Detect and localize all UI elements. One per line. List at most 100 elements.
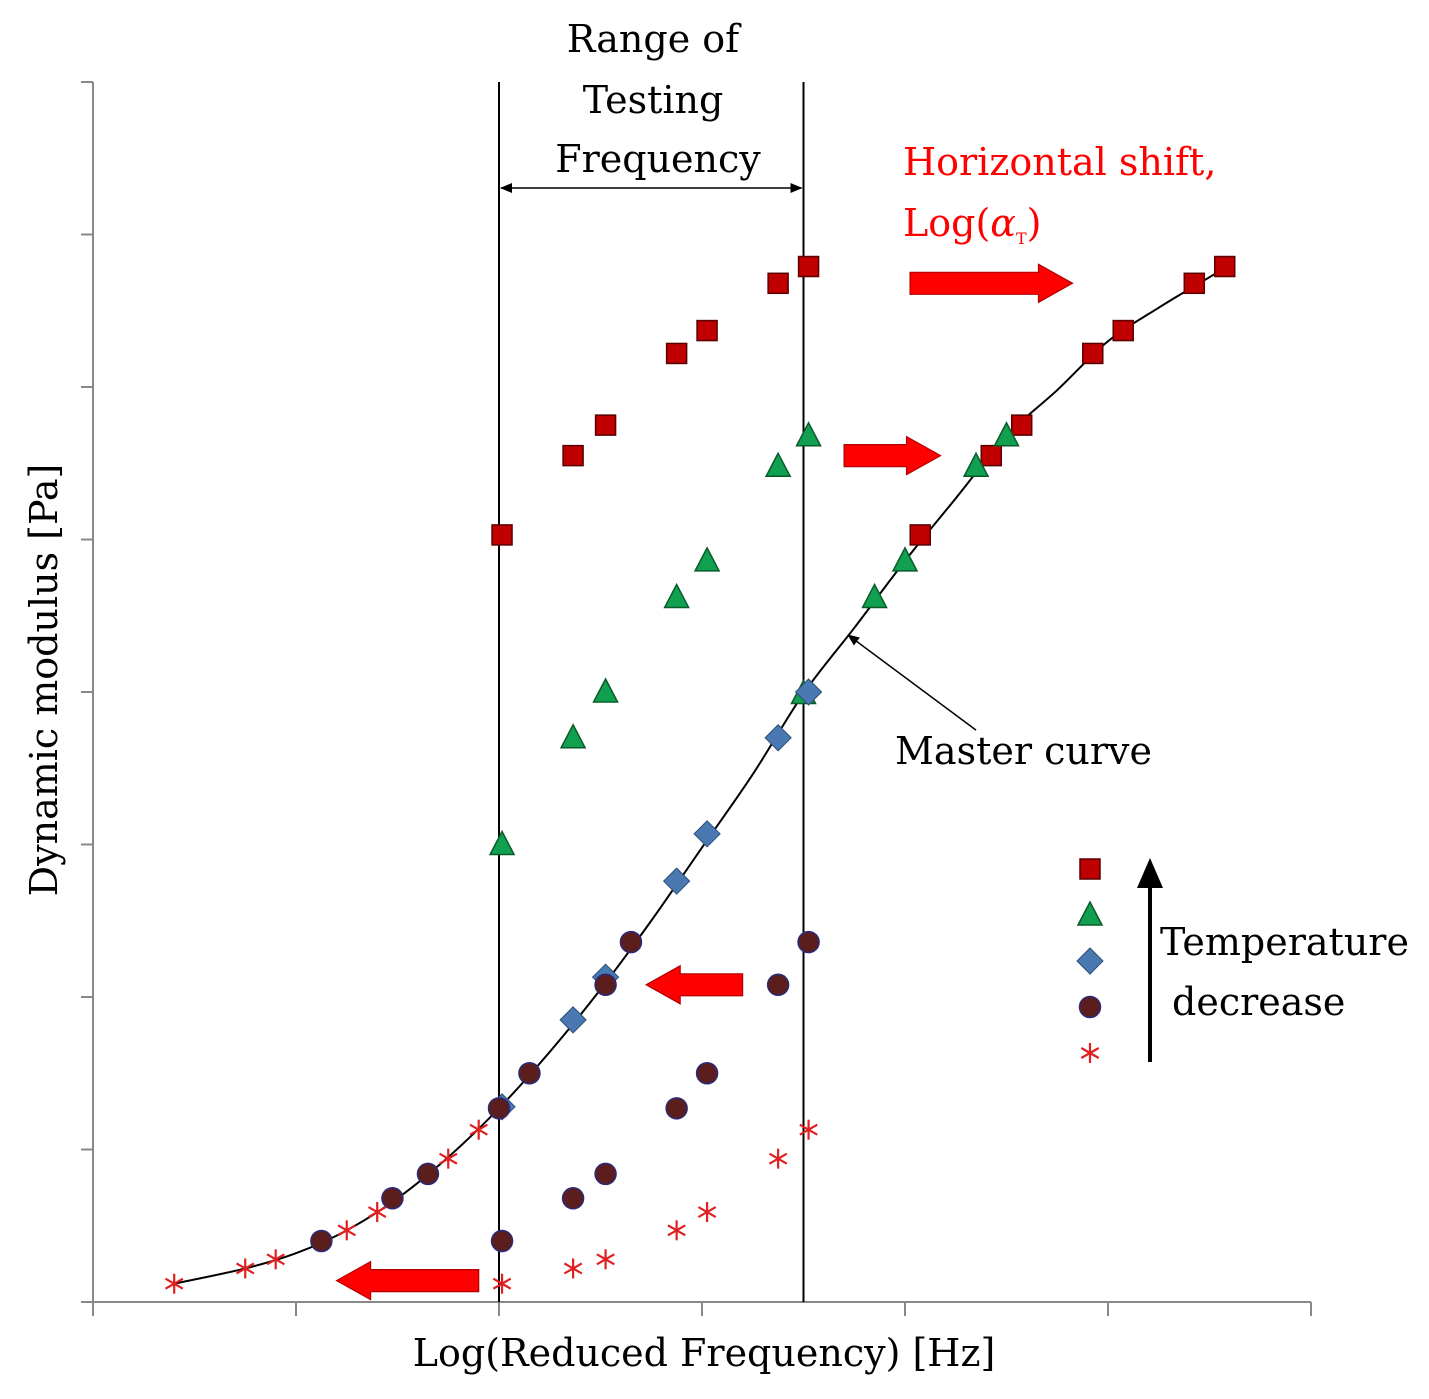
asterisk-stroke bbox=[596, 1253, 615, 1266]
asterisk-stroke bbox=[236, 1262, 255, 1275]
legend bbox=[1076, 858, 1163, 1063]
master-curve-line bbox=[173, 264, 1231, 1285]
diamond-shifted-point-6 bbox=[794, 678, 823, 706]
axes bbox=[81, 81, 1312, 1316]
triangle-raw-point-2 bbox=[592, 677, 619, 703]
circle-shifted-point-2 bbox=[416, 1162, 440, 1186]
circle-raw-point-4 bbox=[695, 1062, 719, 1085]
triangle-shifted-point-3 bbox=[962, 451, 990, 478]
shift-label-suffix: ) bbox=[1027, 201, 1042, 245]
asterisk-stroke bbox=[492, 1277, 512, 1290]
data-points bbox=[164, 255, 1236, 1294]
square-shifted-point-3 bbox=[1082, 342, 1104, 365]
circle-shifted-point-1 bbox=[381, 1187, 404, 1210]
asterisk-stroke bbox=[667, 1224, 686, 1237]
circle-raw-point-5 bbox=[766, 973, 790, 997]
triangle-shifted-point-1 bbox=[861, 582, 888, 609]
square-shifted-point-0 bbox=[909, 524, 931, 546]
diamond-shifted-point-3 bbox=[662, 867, 691, 895]
asterisk-raw-point-4 bbox=[697, 1202, 717, 1223]
asterisk-raw-point-2 bbox=[596, 1249, 615, 1270]
circle-shifted-point-5 bbox=[594, 973, 617, 997]
shift-label-alpha: α bbox=[990, 201, 1016, 245]
shift-label-line2: Log(αT) bbox=[903, 201, 1041, 248]
circle-raw-point-1 bbox=[561, 1187, 585, 1210]
square-shifted-point-1 bbox=[980, 444, 1003, 467]
legend-marker-circle bbox=[1078, 995, 1102, 1019]
master-curve-pointer bbox=[847, 634, 977, 731]
diamond-shifted-point-5 bbox=[764, 724, 792, 752]
asterisk-shifted-point-5 bbox=[439, 1148, 458, 1169]
square-shifted-point-6 bbox=[1213, 255, 1236, 278]
range-label-line1: Range of bbox=[567, 17, 742, 61]
shift-label-prefix: Log( bbox=[903, 201, 990, 245]
shift-arrow-left-3 bbox=[335, 1260, 480, 1301]
x-axis-label: Log(Reduced Frequency) [Hz] bbox=[413, 1331, 996, 1375]
circle-raw-point-6 bbox=[797, 930, 820, 954]
square-shifted-point-5 bbox=[1183, 272, 1206, 295]
circle-shifted-point-0 bbox=[310, 1229, 333, 1253]
asterisk-stroke bbox=[266, 1253, 285, 1266]
square-raw-point-5 bbox=[767, 272, 789, 295]
shift-label-line1: Horizontal shift, bbox=[903, 140, 1216, 184]
asterisk-stroke bbox=[799, 1123, 818, 1136]
triangle-raw-point-0 bbox=[488, 829, 516, 856]
triangle-shifted-point-4 bbox=[993, 421, 1020, 447]
asterisk-raw-point-5 bbox=[768, 1148, 788, 1169]
range-label-line2: Testing bbox=[583, 78, 724, 122]
square-shifted-point-4 bbox=[1112, 319, 1134, 342]
circle-shifted-point-6 bbox=[619, 930, 643, 954]
asterisk-shifted-point-1 bbox=[236, 1258, 255, 1279]
square-raw-point-4 bbox=[696, 319, 718, 342]
circle-shifted-point-3 bbox=[487, 1097, 511, 1120]
legend-marker-triangle bbox=[1076, 900, 1104, 926]
square-shifted-point-2 bbox=[1010, 414, 1033, 436]
asterisk-shifted-point-0 bbox=[164, 1273, 184, 1294]
y-axis-label: Dynamic modulus [Pa] bbox=[22, 464, 66, 897]
square-raw-point-2 bbox=[594, 414, 617, 436]
temperature-label-line2: decrease bbox=[1172, 980, 1345, 1024]
asterisk-stroke bbox=[337, 1224, 356, 1237]
range-label-line3: Frequency bbox=[555, 137, 761, 181]
shift-arrows bbox=[335, 263, 1074, 1301]
triangle-raw-point-6 bbox=[795, 421, 822, 447]
asterisk-stroke bbox=[1080, 1047, 1100, 1059]
legend-marker-diamond bbox=[1076, 947, 1104, 975]
square-raw-point-1 bbox=[562, 444, 584, 467]
circle-shifted-point-4 bbox=[518, 1062, 541, 1085]
asterisk-raw-point-6 bbox=[799, 1119, 818, 1140]
asterisk-stroke bbox=[697, 1206, 717, 1218]
shift-arrow-right-1 bbox=[843, 435, 942, 476]
circle-raw-point-3 bbox=[665, 1097, 688, 1120]
square-raw-point-0 bbox=[491, 524, 513, 546]
circle-raw-point-2 bbox=[594, 1162, 617, 1186]
shift-label-subscript: T bbox=[1016, 229, 1027, 248]
master-curve-layer bbox=[173, 264, 1231, 1285]
legend-marker-asterisk bbox=[1080, 1043, 1100, 1063]
asterisk-stroke bbox=[563, 1262, 583, 1275]
asterisk-stroke bbox=[469, 1123, 488, 1136]
temperature-label-line1: Temperature bbox=[1160, 920, 1409, 964]
testing-range-lines bbox=[498, 82, 805, 1302]
temperature-arrow-head bbox=[1137, 858, 1163, 888]
asterisk-stroke bbox=[164, 1277, 184, 1290]
asterisk-raw-point-0 bbox=[492, 1273, 512, 1294]
diamond-shifted-point-4 bbox=[693, 820, 721, 848]
shift-arrow-left-2 bbox=[644, 964, 744, 1005]
triangle-raw-point-3 bbox=[663, 582, 690, 609]
triangle-raw-point-4 bbox=[693, 546, 721, 572]
triangle-raw-point-5 bbox=[764, 451, 792, 478]
circle-raw-point-0 bbox=[490, 1229, 514, 1253]
asterisk-stroke bbox=[367, 1206, 387, 1218]
asterisk-shifted-point-3 bbox=[337, 1220, 356, 1241]
shift-arrow-right-0 bbox=[909, 263, 1074, 304]
asterisk-shifted-point-6 bbox=[469, 1119, 488, 1140]
asterisk-raw-point-3 bbox=[667, 1220, 686, 1241]
square-raw-point-3 bbox=[665, 342, 688, 365]
triangle-raw-point-1 bbox=[559, 723, 587, 749]
master-curve-label: Master curve bbox=[895, 729, 1152, 773]
triangle-shifted-point-2 bbox=[891, 546, 919, 572]
asterisk-shifted-point-2 bbox=[266, 1249, 285, 1270]
legend-marker-square bbox=[1079, 858, 1101, 880]
